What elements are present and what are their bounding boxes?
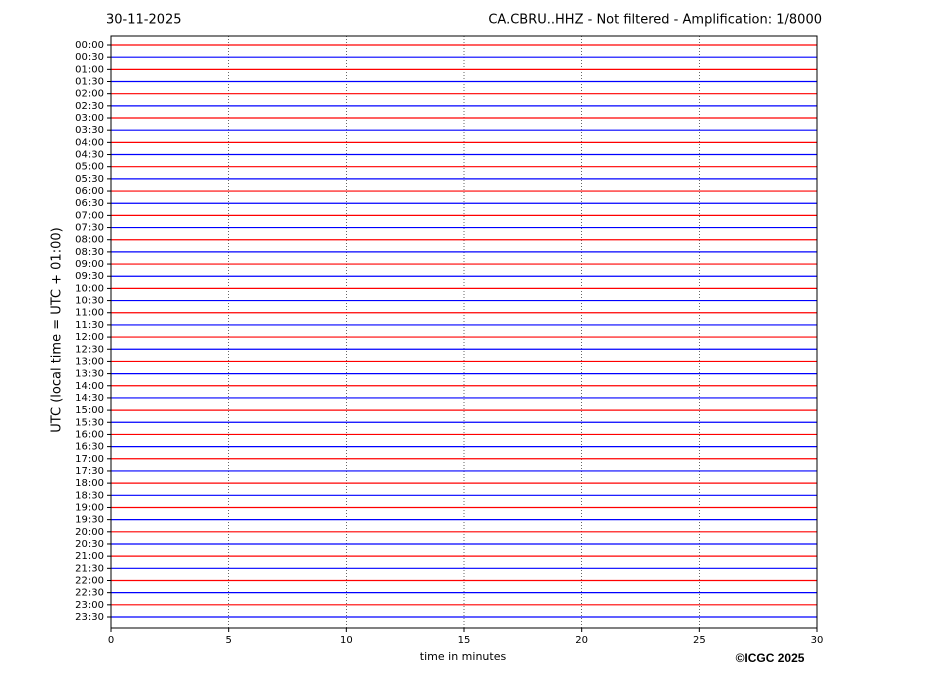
y-tick-label: 15:30 (75, 417, 104, 428)
y-tick-label: 18:30 (75, 490, 104, 501)
y-tick-label: 09:00 (75, 259, 104, 270)
y-tick-label: 10:00 (75, 283, 104, 294)
y-tick-label: 06:30 (75, 198, 104, 209)
date: 30-11-2025 (106, 13, 182, 28)
y-tick-label: 05:30 (75, 174, 104, 185)
y-tick-label: 17:30 (75, 466, 104, 477)
y-tick-label: 16:30 (75, 442, 104, 453)
y-tick-label: 11:00 (75, 308, 104, 319)
y-tick-label: 07:00 (75, 210, 104, 221)
x-tick-label: 10 (340, 635, 353, 646)
y-tick-label: 21:30 (75, 563, 104, 574)
copyright: ©ICGC 2025 (736, 651, 805, 665)
y-tick-label: 03:30 (75, 125, 104, 136)
x-axis-label: time in minutes (420, 650, 507, 663)
y-tick-label: 07:30 (75, 223, 104, 234)
plot-frame (110, 35, 818, 629)
y-tick-label: 16:00 (75, 429, 104, 440)
y-tick-label: 06:00 (75, 186, 104, 197)
y-tick-label: 04:30 (75, 150, 104, 161)
y-tick-label: 10:30 (75, 296, 104, 307)
y-tick-label: 11:30 (75, 320, 104, 331)
y-tick-label: 12:00 (75, 332, 104, 343)
y-tick-label: 12:30 (75, 344, 104, 355)
y-tick-label: 00:00 (75, 40, 104, 51)
y-axis-label: UTC (local time = UTC + 01:00) (50, 227, 65, 432)
y-tick-label: 01:00 (75, 64, 104, 75)
y-tick-label: 04:00 (75, 137, 104, 148)
x-tick-label: 5 (225, 635, 231, 646)
chart-title: CA.CBRU..HHZ - Not filtered - Amplificat… (488, 13, 822, 28)
y-tick-label: 01:30 (75, 77, 104, 88)
y-tick-label: 14:00 (75, 381, 104, 392)
y-tick-label: 03:00 (75, 113, 104, 124)
y-tick-label: 22:00 (75, 575, 104, 586)
y-tick-label: 02:30 (75, 101, 104, 112)
y-tick-label: 02:00 (75, 89, 104, 100)
y-tick-label: 19:30 (75, 515, 104, 526)
x-tick-label: 20 (575, 635, 588, 646)
y-tick-label: 13:00 (75, 356, 104, 367)
y-tick-label: 05:00 (75, 162, 104, 173)
y-tick-label: 23:30 (75, 612, 104, 623)
x-tick-label: 15 (458, 635, 471, 646)
y-tick-label: 18:00 (75, 478, 104, 489)
y-tick-label: 19:00 (75, 502, 104, 513)
y-tick-label: 17:00 (75, 454, 104, 465)
y-tick-label: 23:00 (75, 600, 104, 611)
x-tick-label: 25 (693, 635, 706, 646)
y-tick-label: 22:30 (75, 588, 104, 599)
y-tick-label: 08:30 (75, 247, 104, 258)
y-tick-label: 20:30 (75, 539, 104, 550)
y-tick-label: 09:30 (75, 271, 104, 282)
y-tick-label: 15:00 (75, 405, 104, 416)
y-tick-label: 13:30 (75, 369, 104, 380)
x-tick-label: 0 (108, 635, 114, 646)
y-tick-label: 20:00 (75, 527, 104, 538)
y-tick-label: 21:00 (75, 551, 104, 562)
y-tick-label: 14:30 (75, 393, 104, 404)
x-tick-label: 30 (811, 635, 824, 646)
y-tick-label: 00:30 (75, 52, 104, 63)
y-tick-label: 08:00 (75, 235, 104, 246)
